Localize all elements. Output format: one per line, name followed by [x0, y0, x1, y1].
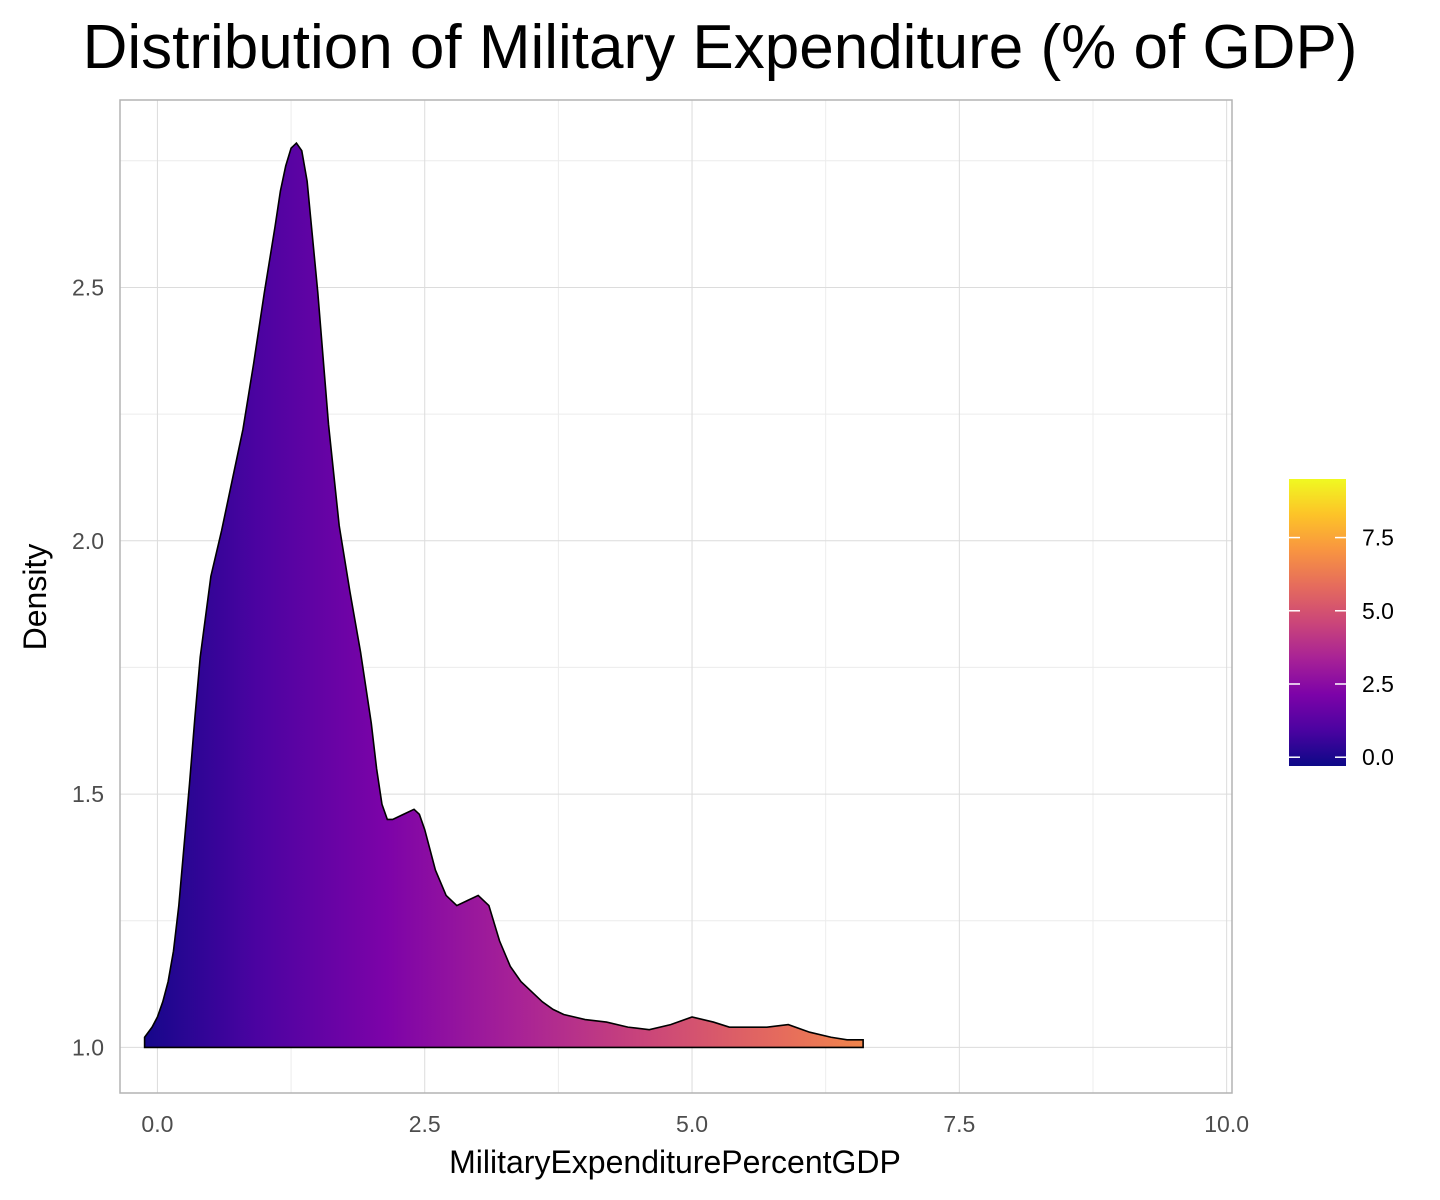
y-tick-label: 1.0: [72, 1034, 104, 1060]
colorbar-ticks: 0.0 2.5 5.0 7.5: [1289, 525, 1394, 770]
y-axis-ticks: 1.0 1.5 2.0 2.5: [72, 274, 104, 1060]
colorbar-tick-label: 2.5: [1362, 671, 1394, 697]
x-tick-label: 7.5: [943, 1111, 975, 1137]
colorbar: [1289, 479, 1346, 766]
x-tick-label: 10.0: [1204, 1111, 1249, 1137]
x-tick-label: 5.0: [676, 1111, 708, 1137]
x-tick-label: 2.5: [409, 1111, 441, 1137]
plot-panel-border: [119, 99, 1233, 1094]
x-tick-label: 0.0: [141, 1111, 173, 1137]
y-tick-label: 2.0: [72, 528, 104, 554]
colorbar-tick-label: 5.0: [1362, 598, 1394, 624]
colorbar-legend: 0.0 2.5 5.0 7.5: [1289, 479, 1394, 770]
y-tick-label: 1.5: [72, 781, 104, 807]
colorbar-tick-label: 7.5: [1362, 525, 1394, 551]
density-area: [143, 141, 864, 1049]
y-axis-title: Density: [17, 544, 53, 651]
chart-title: Distribution of Military Expenditure (% …: [83, 13, 1358, 82]
y-tick-label: 2.5: [72, 274, 104, 300]
x-axis-title: MilitaryExpenditurePercentGDP: [449, 1144, 901, 1180]
x-axis-ticks: 0.0 2.5 5.0 7.5 10.0: [141, 1111, 1249, 1137]
colorbar-tick-label: 0.0: [1362, 744, 1394, 770]
